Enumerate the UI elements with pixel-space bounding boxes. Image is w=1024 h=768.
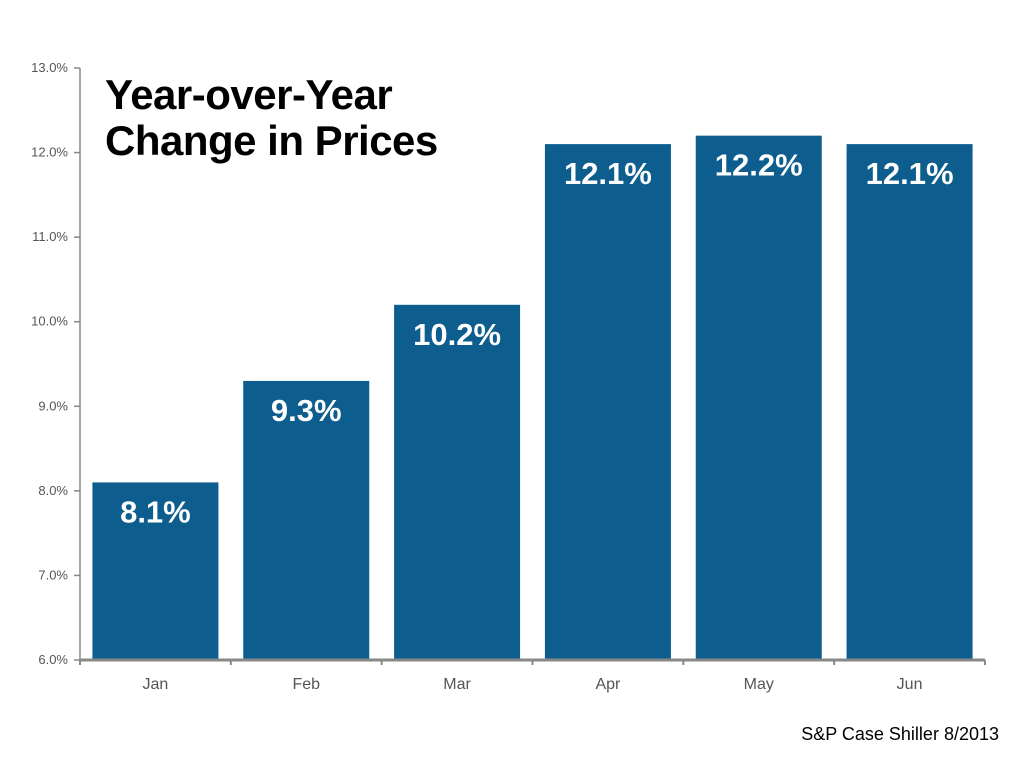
chart-title-line-2: Change in Prices [105,117,438,164]
bars: 8.1% 9.3% 10.2% 12.1% 12.2% 12.1% [92,135,973,661]
y-tick-label: 8.0% [38,483,68,498]
chart-title-line-1: Year-over-Year [105,71,393,118]
bar-feb [243,380,370,660]
bar-jun [846,144,973,661]
y-tick-label: 12.0% [31,145,68,160]
x-tick-label: May [744,676,774,693]
y-tick-label: 6.0% [38,652,68,667]
y-tick-label: 7.0% [38,567,68,582]
x-tick-label: Apr [595,676,621,693]
y-tick-label: 10.0% [31,314,68,329]
data-label-jan: 8.1% [120,494,191,529]
bar-apr [544,144,671,661]
y-tick-label: 9.0% [38,398,68,413]
chart-title: Year-over-Year Change in Prices [105,72,438,164]
data-label-may: 12.2% [715,148,803,183]
bar-may [695,135,822,660]
data-label-feb: 9.3% [271,393,342,428]
y-tick-label: 11.0% [32,229,68,244]
x-tick-label: Mar [443,676,471,693]
x-axis: Jan Feb Mar Apr May Jun [79,658,986,693]
x-tick-label: Jan [143,676,169,693]
x-tick-label: Feb [292,676,320,693]
data-label-mar: 10.2% [413,317,501,352]
data-label-jun: 12.1% [866,156,954,191]
source-note: S&P Case Shiller 8/2013 [801,724,999,744]
y-axis: 6.0% 7.0% 8.0% 9.0% 10.0% 11.0% 12.0% 13.0% [31,60,81,667]
bar-jan [92,482,219,660]
y-tick-label: 13.0% [31,60,68,75]
data-label-apr: 12.1% [564,156,652,191]
bar-mar [394,304,521,660]
x-tick-label: Jun [897,676,923,693]
